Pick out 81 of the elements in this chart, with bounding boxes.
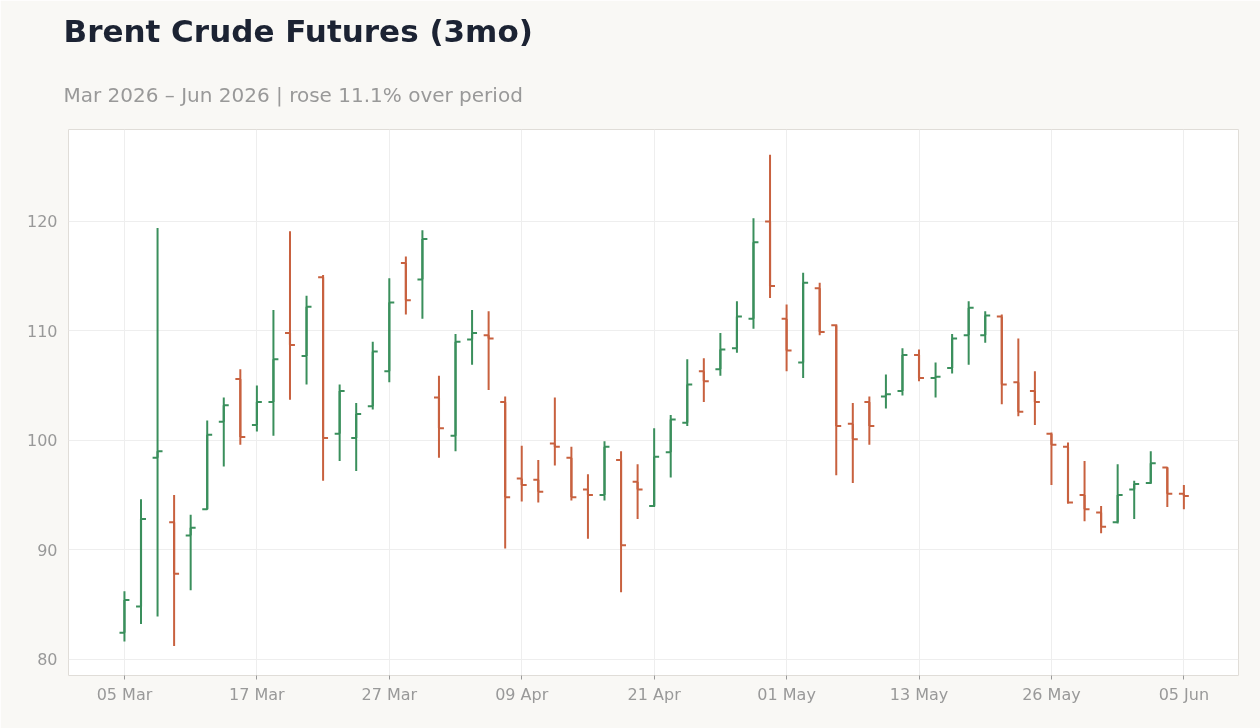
candlestick (813, 281, 826, 337)
candlestick (615, 450, 628, 594)
x-tick-label: 05 Jun (1158, 684, 1210, 704)
candlestick (366, 340, 379, 411)
candlestick (416, 229, 429, 320)
candlestick (548, 396, 561, 467)
candlestick (764, 153, 776, 300)
chart-title: Brent Crude Futures (3mo) (63, 12, 533, 49)
candlestick (284, 230, 296, 401)
candlestick (250, 384, 263, 433)
candlestick (515, 444, 528, 503)
candlestick (846, 402, 859, 484)
candlestick (598, 440, 611, 502)
candlestick (1045, 431, 1058, 487)
x-tick-label: 26 May (1022, 684, 1081, 704)
candlestick (1062, 441, 1074, 505)
candlestick (714, 332, 727, 377)
candlestick (1177, 484, 1190, 511)
candlestick (697, 357, 710, 403)
candlestick (896, 347, 909, 397)
y-tick-label: 90 (37, 540, 58, 560)
candlestick (1012, 337, 1025, 418)
x-tick-label: 13 May (889, 684, 949, 704)
y-tick-label: 110 (26, 321, 58, 341)
candlestick (929, 361, 942, 399)
candlestick (946, 333, 959, 375)
candlestick (449, 333, 462, 453)
candlestick (995, 313, 1008, 406)
candlestick (201, 419, 214, 511)
candlestick (1111, 463, 1124, 525)
y-tick-label: 80 (37, 650, 58, 670)
candlestick (962, 300, 975, 366)
candlestick (532, 458, 545, 504)
candlestick (747, 217, 760, 330)
y-tick-label: 100 (26, 431, 58, 451)
candlestick (565, 445, 578, 502)
candlestick (383, 277, 396, 384)
x-tick-label: 17 Mar (229, 684, 286, 704)
x-tick-label: 27 Mar (361, 684, 418, 704)
candlestick (333, 383, 346, 463)
candlestick (631, 463, 644, 521)
candlestick (135, 498, 147, 626)
candlestick (482, 310, 495, 391)
candlestick (780, 303, 793, 373)
candlestick (664, 414, 677, 479)
candlestick (1144, 450, 1157, 486)
candlestick (830, 323, 843, 477)
candlestick (1095, 504, 1108, 535)
y-tick-label: 120 (26, 212, 58, 232)
candlestick (1128, 479, 1141, 521)
candlestick (317, 274, 330, 482)
candlestick (466, 309, 479, 366)
candlestick (581, 473, 594, 540)
candlestick (1028, 370, 1041, 426)
candlestick (730, 300, 743, 354)
candlestick (118, 590, 131, 643)
candlestick (681, 358, 694, 428)
candlestick (433, 374, 445, 459)
candlestick (267, 309, 280, 437)
candlestick (184, 513, 197, 592)
candlestick (1078, 460, 1091, 523)
candlestick (913, 348, 925, 383)
candlestick (648, 427, 661, 508)
candlestick (168, 493, 181, 647)
candlestick (879, 373, 892, 410)
x-tick-label: 09 Apr (495, 684, 549, 704)
candlestick (151, 226, 164, 618)
candlestick (300, 294, 313, 386)
candlestick (350, 402, 363, 472)
candlestick (1161, 466, 1174, 508)
candlestick (863, 395, 876, 446)
x-tick-label: 01 May (757, 684, 816, 704)
candlestick (234, 368, 247, 446)
x-tick-label: 21 Apr (627, 684, 682, 704)
candlestick (499, 395, 512, 550)
candlestick (399, 255, 412, 316)
chart-subtitle: Mar 2026 – Jun 2026 | rose 11.1% over period (63, 83, 523, 107)
candlestick (217, 396, 230, 468)
x-tick-label: 05 Mar (96, 684, 153, 704)
candlestick (797, 271, 810, 379)
candlestick (979, 310, 992, 344)
